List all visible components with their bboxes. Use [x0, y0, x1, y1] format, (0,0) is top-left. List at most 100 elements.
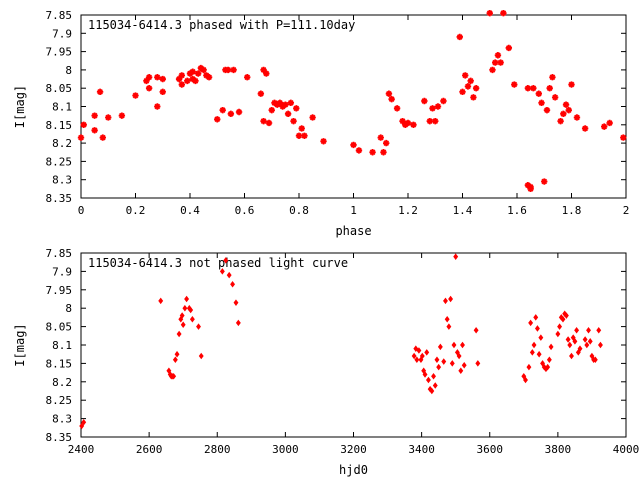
- data-point: [219, 268, 225, 275]
- x-tick-label: 0.4: [180, 204, 200, 217]
- plot-title: 115034-6414.3 not phased light curve: [88, 256, 348, 270]
- data-point: [235, 319, 241, 327]
- x-tick-label: 2: [623, 204, 630, 217]
- data-point: [194, 70, 202, 77]
- data-point: [497, 59, 504, 66]
- data-point: [377, 134, 384, 141]
- y-tick-label: 8.2: [52, 376, 72, 389]
- data-point: [574, 327, 580, 334]
- data-point: [421, 97, 428, 105]
- data-point: [606, 119, 613, 127]
- data-point: [524, 181, 532, 189]
- data-point: [276, 99, 284, 107]
- x-tick-label: 4000: [613, 443, 640, 456]
- data-point: [500, 9, 507, 17]
- data-point: [601, 123, 608, 130]
- data-point: [567, 341, 573, 349]
- data-point: [546, 356, 552, 363]
- data-point: [437, 343, 443, 351]
- data-point: [369, 149, 376, 156]
- data-point: [404, 119, 412, 127]
- data-point: [441, 358, 447, 365]
- data-point: [458, 367, 464, 375]
- data-point: [451, 341, 457, 349]
- data-point: [560, 110, 567, 118]
- data-point: [81, 419, 87, 426]
- x-tick-label: 1.4: [453, 204, 473, 217]
- data-point: [569, 352, 574, 360]
- data-point: [205, 74, 213, 81]
- y-axis-label: I[mag]: [13, 323, 27, 366]
- data-point: [244, 74, 251, 81]
- data-point: [531, 341, 537, 349]
- x-tick-label: 1.6: [507, 204, 527, 217]
- data-point: [432, 117, 439, 125]
- data-point: [263, 70, 270, 77]
- data-point: [154, 103, 161, 110]
- data-point: [198, 352, 204, 360]
- data-point: [158, 297, 164, 305]
- data-point: [77, 134, 85, 141]
- data-point: [538, 99, 545, 107]
- data-point: [587, 338, 593, 345]
- x-axis-label: phase: [335, 224, 371, 238]
- data-point: [227, 110, 235, 118]
- data-point: [461, 361, 467, 369]
- data-point: [456, 33, 463, 41]
- data-point: [414, 356, 420, 363]
- data-point: [301, 132, 308, 139]
- data-point: [284, 110, 292, 118]
- data-point: [434, 356, 440, 363]
- data-point: [598, 341, 603, 349]
- data-point: [472, 85, 480, 92]
- data-point: [449, 360, 455, 367]
- y-axis-label: I[mag]: [13, 85, 27, 128]
- data-point: [174, 350, 180, 358]
- data-point: [295, 132, 303, 139]
- data-point: [575, 349, 581, 356]
- y-tick-label: 7.95: [46, 284, 73, 297]
- data-point: [528, 319, 534, 327]
- data-point: [536, 350, 542, 358]
- y-tick-label: 8.25: [46, 155, 73, 168]
- data-point: [287, 99, 295, 107]
- data-point: [380, 149, 387, 156]
- data-point: [582, 336, 588, 343]
- data-point: [233, 299, 239, 306]
- data-point: [383, 139, 390, 147]
- data-point: [546, 85, 553, 92]
- data-point: [456, 352, 462, 360]
- x-tick-label: 0.8: [289, 204, 309, 217]
- data-point: [565, 336, 571, 343]
- data-point: [419, 352, 425, 360]
- data-point: [543, 106, 551, 114]
- data-point: [540, 360, 545, 367]
- data-point: [105, 114, 112, 121]
- data-point: [429, 105, 436, 112]
- data-point: [260, 117, 267, 125]
- data-point: [271, 99, 278, 107]
- data-point: [526, 363, 532, 371]
- data-point: [257, 90, 265, 97]
- data-point: [470, 94, 477, 101]
- data-point: [268, 106, 275, 114]
- data-point: [620, 134, 627, 141]
- data-point: [475, 360, 481, 367]
- data-point: [200, 66, 207, 74]
- plot-frame: [80, 252, 627, 438]
- data-point: [265, 119, 273, 127]
- data-point: [572, 338, 578, 345]
- y-tick-label: 7.95: [46, 46, 73, 59]
- data-point: [99, 134, 106, 141]
- data-point: [462, 72, 469, 79]
- data-point: [530, 85, 537, 92]
- y-tick-label: 8.15: [46, 357, 73, 370]
- data-point: [189, 68, 196, 75]
- data-point: [464, 83, 472, 90]
- data-point: [230, 281, 236, 288]
- x-tick-label: 0: [78, 204, 85, 217]
- data-point: [448, 295, 454, 303]
- x-tick-label: 2600: [136, 443, 163, 456]
- data-point: [143, 77, 150, 85]
- x-tick-label: 1.2: [398, 204, 418, 217]
